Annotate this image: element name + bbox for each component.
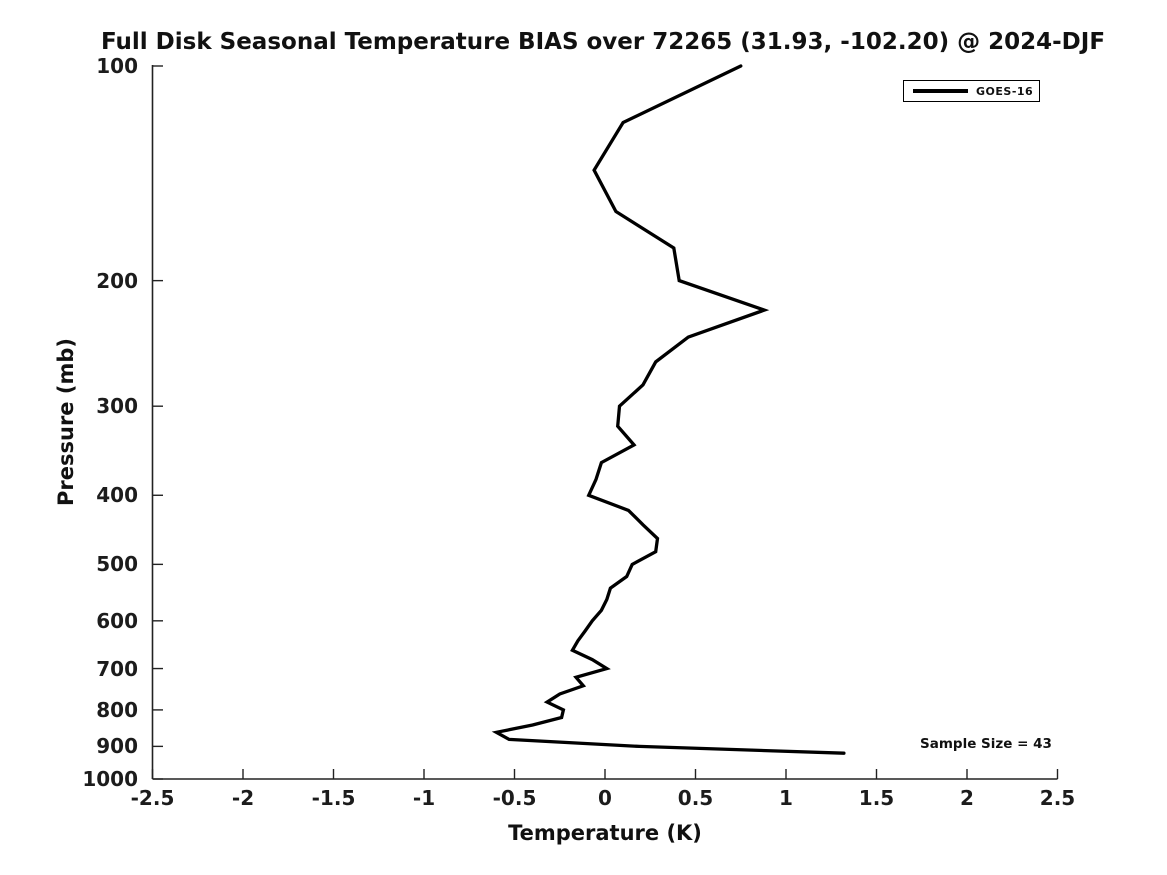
y-tick-label: 900	[96, 734, 138, 759]
y-tick-label: 400	[96, 483, 138, 508]
x-tick-label: -1.5	[311, 786, 356, 810]
y-tick-label: 700	[96, 656, 138, 681]
y-tick-label: 200	[96, 268, 138, 293]
x-tick-label: 0	[598, 786, 612, 810]
x-tick-label: -0.5	[492, 786, 537, 810]
y-tick-label: 1000	[82, 767, 138, 791]
y-tick-label: 100	[96, 54, 138, 78]
y-tick-label: 300	[96, 394, 138, 419]
bias-curve	[491, 64, 846, 755]
y-tick-label: 800	[96, 697, 138, 722]
y-tick-label: 500	[96, 552, 138, 577]
chart-title: Full Disk Seasonal Temperature BIAS over…	[100, 29, 1106, 55]
legend-label: GOES-16	[976, 84, 1034, 98]
x-tick-label: -2	[231, 786, 255, 810]
x-tick-label: 2	[960, 786, 974, 810]
sample-size-annotation: Sample Size = 43	[920, 736, 1052, 752]
x-tick-label: -2.5	[130, 786, 175, 810]
x-tick-label: 1	[779, 786, 793, 810]
y-tick-label: 600	[96, 608, 138, 633]
x-tick-label: 1.5	[858, 786, 895, 810]
x-tick-label: 2.5	[1039, 786, 1076, 810]
y-axis-label: Pressure (mb)	[54, 338, 78, 506]
x-tick-label: 0.5	[677, 786, 714, 810]
legend-line-sample	[913, 89, 968, 93]
x-tick-label: -1	[412, 786, 436, 810]
x-axis-label: Temperature (K)	[508, 821, 702, 845]
legend: GOES-16	[903, 80, 1040, 102]
